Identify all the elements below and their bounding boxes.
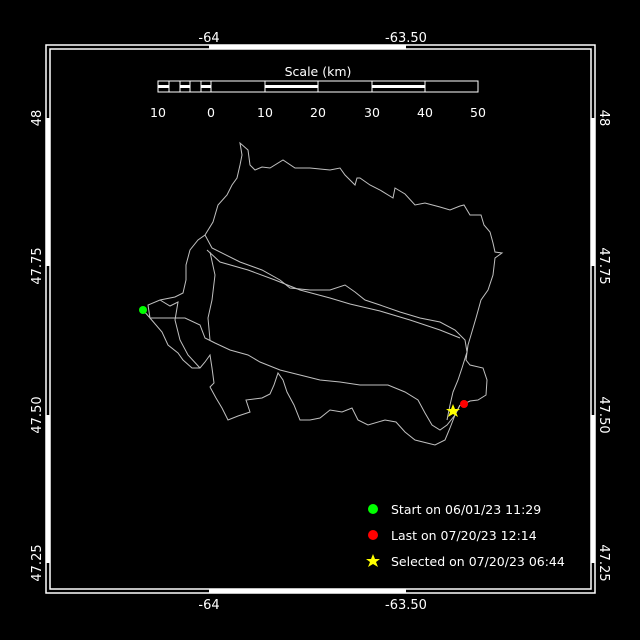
legend-start-label: Start on 06/01/23 11:29 xyxy=(391,502,541,517)
scale-label: 50 xyxy=(470,105,486,120)
selected-star-marker xyxy=(446,404,460,417)
track-segment xyxy=(142,141,504,405)
frame-ticks xyxy=(46,45,595,593)
frame-bar-top xyxy=(209,45,406,49)
scale-title: Scale (km) xyxy=(285,64,352,79)
scale-seg xyxy=(158,85,169,88)
legend: Start on 06/01/23 11:29 Last on 07/20/23… xyxy=(366,502,565,569)
scale-label: 30 xyxy=(364,105,380,120)
track-segment xyxy=(159,299,201,369)
lon-label-top-1: -64 xyxy=(198,31,219,46)
lat-label-right-1: 48 xyxy=(596,110,611,127)
scale-label: 0 xyxy=(207,105,215,120)
lat-label-right-3: 47.50 xyxy=(596,396,611,433)
lon-label-bottom-2: -63.50 xyxy=(385,598,427,613)
scale-label: 10 xyxy=(257,105,273,120)
track-segment xyxy=(207,251,216,341)
frame-bar-bottom xyxy=(209,589,406,593)
scale-seg xyxy=(201,85,211,88)
legend-last-label: Last on 07/20/23 12:14 xyxy=(391,528,537,543)
track-segment xyxy=(206,249,461,339)
start-icon xyxy=(368,504,378,514)
star-icon xyxy=(366,554,380,567)
scale-label: 20 xyxy=(310,105,326,120)
lat-label-left-1: 48 xyxy=(30,110,45,127)
frame-bar-right-2 xyxy=(591,415,595,563)
start-marker xyxy=(139,306,147,314)
scale-seg xyxy=(372,85,425,88)
last-icon xyxy=(368,530,378,540)
legend-selected-label: Selected on 07/20/23 06:44 xyxy=(391,554,565,569)
lat-label-left-3: 47.50 xyxy=(30,396,45,433)
track-segment xyxy=(204,234,468,421)
lat-label-left-2: 47.75 xyxy=(30,247,45,284)
scale-seg xyxy=(180,85,190,88)
lat-label-left-4: 47.25 xyxy=(30,544,45,581)
scale-label: 10 xyxy=(150,105,166,120)
lat-label-right-2: 47.75 xyxy=(596,247,611,284)
frame-bar-left-2 xyxy=(46,415,50,563)
scale-bar: Scale (km) 10 0 10 20 30 40 50 xyxy=(150,64,486,120)
track-segment xyxy=(149,317,461,446)
frame-bar-left-1 xyxy=(46,118,50,266)
frame-bar-right-1 xyxy=(591,118,595,266)
scale-seg xyxy=(265,85,318,88)
lat-label-right-4: 47.25 xyxy=(596,544,611,581)
lon-label-bottom-1: -64 xyxy=(198,598,219,613)
last-marker xyxy=(460,400,468,408)
track-segment xyxy=(150,317,461,431)
lon-label-top-2: -63.50 xyxy=(385,31,427,46)
drifter-track xyxy=(142,141,504,446)
scale-label: 40 xyxy=(417,105,433,120)
